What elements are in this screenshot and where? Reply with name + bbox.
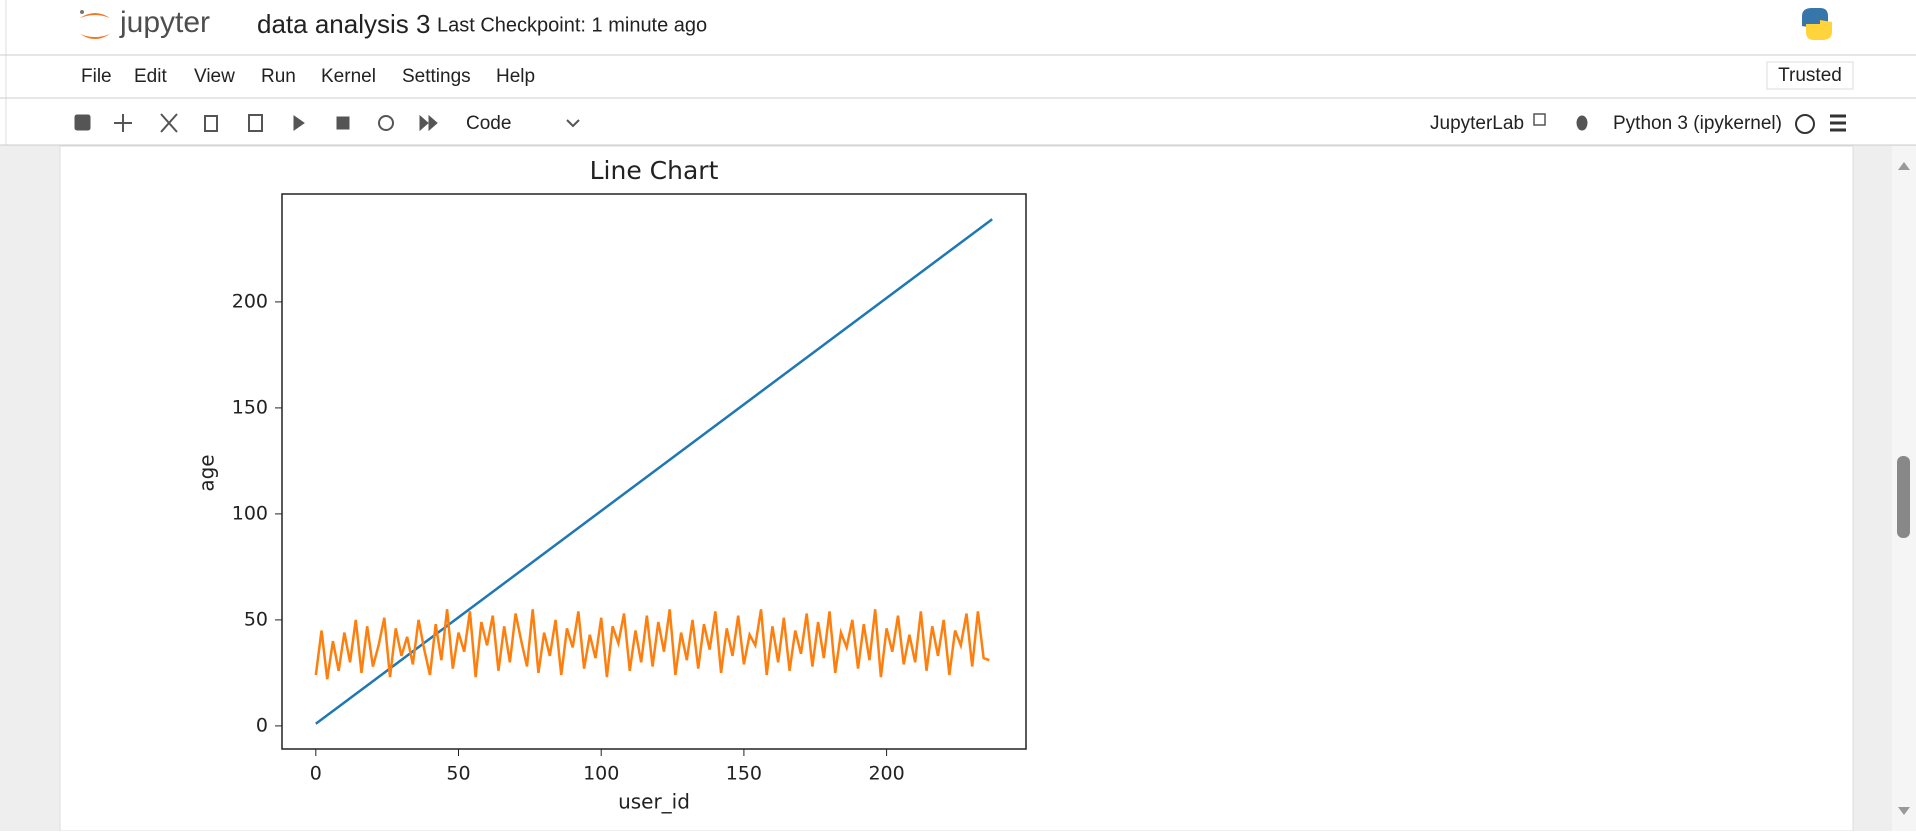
cut-icon[interactable] xyxy=(160,113,178,133)
menu-item[interactable]: File xyxy=(81,66,112,87)
restart-icon[interactable] xyxy=(378,115,394,131)
notebook-name[interactable]: data analysis 3 xyxy=(257,9,430,39)
dropdown-chevron[interactable] xyxy=(566,119,580,128)
kernel-name[interactable]: Python 3 (ipykernel) xyxy=(1613,113,1782,134)
debug-icon[interactable] xyxy=(1576,115,1588,131)
top-area xyxy=(0,0,1916,145)
trusted-button[interactable] xyxy=(1766,61,1854,90)
menu-item[interactable]: Settings xyxy=(402,66,471,87)
checkpoint: Last Checkpoint: 1 minute ago xyxy=(437,14,707,36)
copy-icon[interactable] xyxy=(204,115,218,132)
menu-item[interactable]: View xyxy=(194,66,235,87)
chart-title: Line Chart xyxy=(590,156,719,185)
y-tick-label: 0 xyxy=(256,714,268,736)
run-icon[interactable] xyxy=(293,115,305,131)
logo-text: jupyter xyxy=(119,6,210,39)
scrollbar-thumb[interactable] xyxy=(1897,456,1910,538)
y-tick-label: 200 xyxy=(232,290,268,312)
jupyter-logo[interactable]: jupyter xyxy=(80,6,210,39)
y-tick-label: 100 xyxy=(232,502,268,524)
x-tick-label: 200 xyxy=(868,763,904,785)
menu-icon[interactable] xyxy=(1830,114,1846,132)
x-tick-label: 150 xyxy=(726,763,762,785)
logo-arc xyxy=(80,34,110,39)
kernel-status xyxy=(1795,114,1815,134)
line-series xyxy=(315,218,993,725)
y-tick-label: 50 xyxy=(244,608,268,630)
y-tick-label: 150 xyxy=(232,396,268,418)
save-icon[interactable] xyxy=(74,114,91,131)
trusted-label: Trusted xyxy=(1778,65,1842,86)
x-axis-label: user_id xyxy=(618,790,690,814)
jupyterlab-link[interactable]: JupyterLab xyxy=(1430,113,1524,134)
menu-item[interactable]: Edit xyxy=(134,66,167,87)
stop-icon[interactable] xyxy=(336,116,350,130)
x-tick-label: 0 xyxy=(310,763,322,785)
menu-item[interactable]: Kernel xyxy=(321,66,376,87)
menu-item[interactable]: Help xyxy=(496,66,535,87)
external-link-icon[interactable] xyxy=(1533,113,1546,126)
x-tick-label: 100 xyxy=(583,763,619,785)
python-logo xyxy=(1802,8,1832,40)
logo-arc xyxy=(80,13,110,18)
python-bottom xyxy=(1806,20,1832,40)
add-icon[interactable] xyxy=(114,114,132,132)
y-axis-label: age xyxy=(195,454,219,491)
cell-type[interactable]: Code xyxy=(466,113,511,134)
x-tick-label: 50 xyxy=(446,763,470,785)
logo-dot xyxy=(80,10,84,14)
run-all-icon[interactable] xyxy=(419,114,438,132)
toolbar xyxy=(74,113,1846,134)
paste-icon[interactable] xyxy=(248,114,263,132)
menu-bar: File Edit View Run Kernel Settings Help xyxy=(81,66,535,87)
chart: Line Chart user_id age xyxy=(195,156,719,814)
line-series xyxy=(314,609,990,680)
menu-item[interactable]: Run xyxy=(261,66,296,87)
